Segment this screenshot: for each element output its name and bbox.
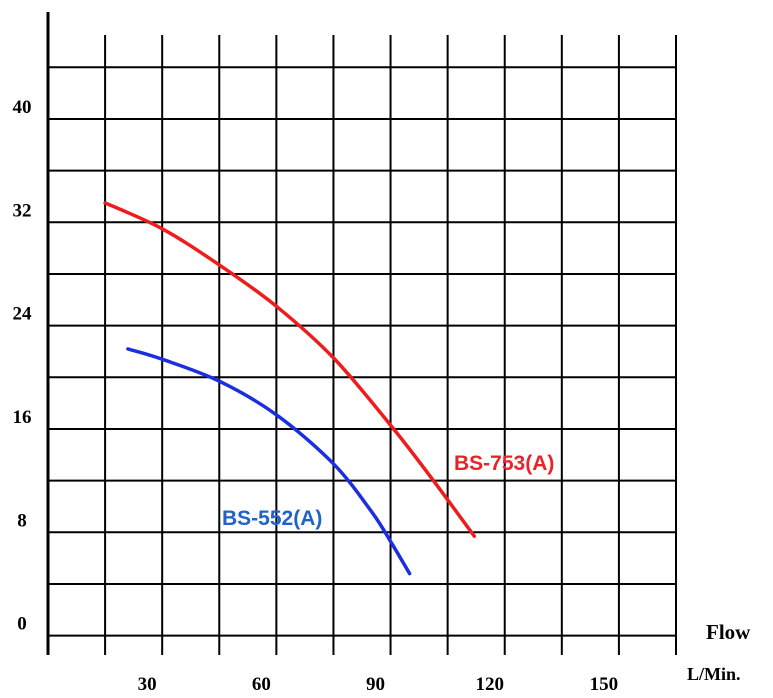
y-tick-label: 8 xyxy=(17,510,27,531)
x-tick-label: 30 xyxy=(138,674,157,695)
y-axis-tick-labels: 0 8 16 24 32 40 xyxy=(13,97,33,635)
series-lines xyxy=(103,201,477,576)
y-tick-label: 32 xyxy=(13,200,32,221)
y-tick-label: 16 xyxy=(13,407,32,428)
series-line-1 xyxy=(126,347,412,576)
series-line-0 xyxy=(103,201,477,538)
grid xyxy=(48,35,677,655)
series-labels: BS-753(A) BS-552(A) xyxy=(222,452,554,530)
x-axis-tick-labels: 30 60 90 120 150 xyxy=(138,674,618,695)
series-label-1: BS-552(A) xyxy=(222,507,322,530)
x-tick-label: 150 xyxy=(590,674,619,695)
x-tick-label: 60 xyxy=(252,674,271,695)
y-tick-label: 24 xyxy=(13,304,33,325)
x-tick-label: 90 xyxy=(366,674,385,695)
series-label-0: BS-753(A) xyxy=(454,452,554,475)
x-tick-label: 120 xyxy=(475,674,504,695)
y-tick-label: 0 xyxy=(17,614,27,635)
x-axis-unit: L/Min. xyxy=(687,664,741,684)
x-axis-label: Flow xyxy=(706,620,751,644)
y-tick-label: 40 xyxy=(13,97,32,118)
